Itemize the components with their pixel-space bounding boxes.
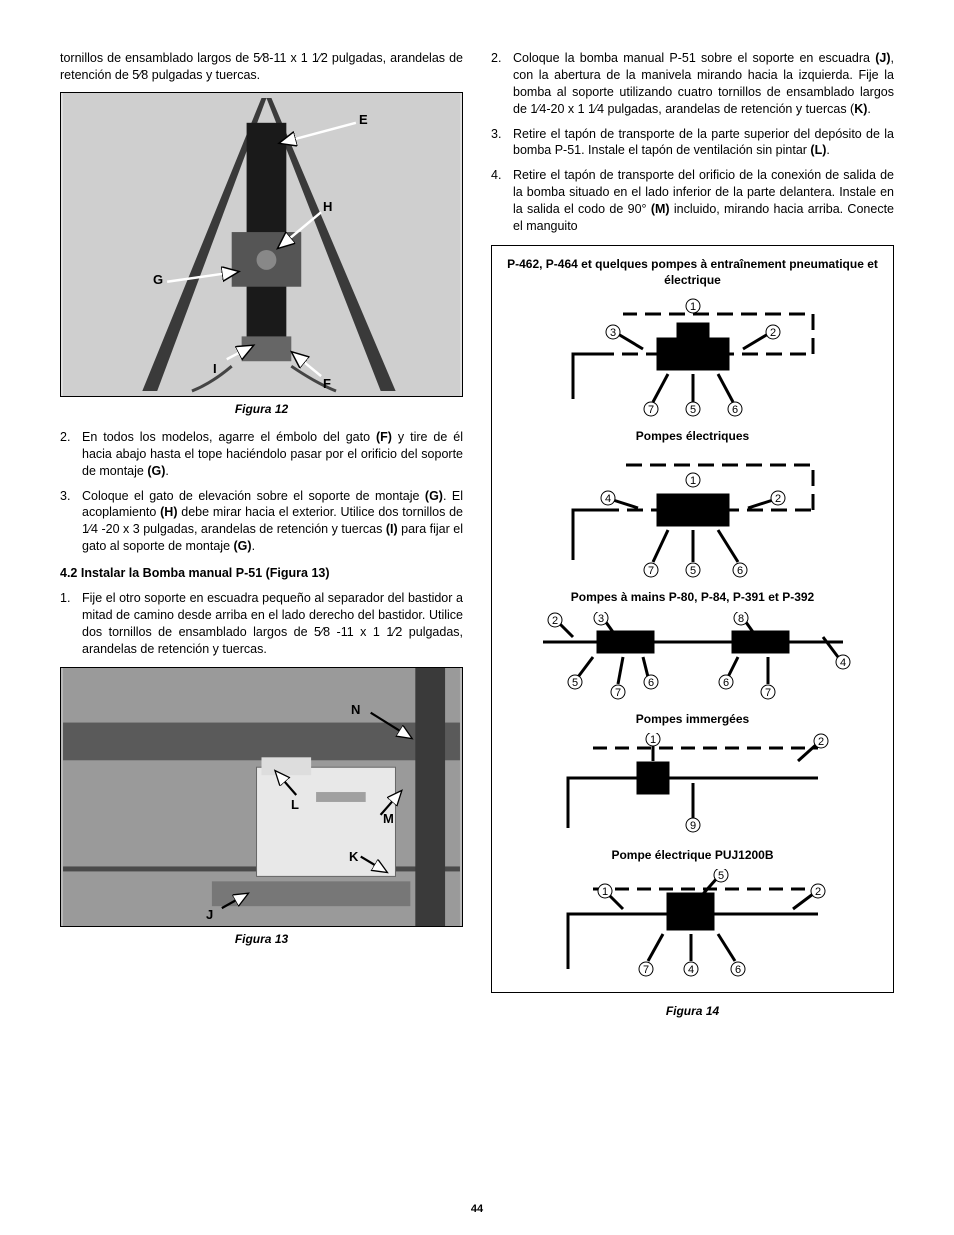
list-item: 3. Retire el tapón de transporte de la p… xyxy=(491,126,894,160)
step-body: Retire el tapón de transporte del orific… xyxy=(513,167,894,235)
svg-text:2: 2 xyxy=(814,886,820,898)
svg-text:6: 6 xyxy=(647,677,653,689)
svg-text:1: 1 xyxy=(689,301,695,313)
figure-12-photo xyxy=(61,93,462,396)
svg-text:1: 1 xyxy=(689,475,695,487)
svg-text:7: 7 xyxy=(642,964,648,976)
label-j: J xyxy=(206,906,213,924)
page-number: 44 xyxy=(0,1202,954,1217)
diagram-1: 1 3 2 7 5 6 xyxy=(543,294,843,424)
svg-text:6: 6 xyxy=(722,677,728,689)
label-g: G xyxy=(153,271,163,289)
step-num: 3. xyxy=(491,126,513,160)
svg-text:6: 6 xyxy=(731,404,737,416)
step-num: 2. xyxy=(60,429,82,480)
step-num: 3. xyxy=(60,488,82,556)
list-item: 2. Coloque la bomba manual P-51 sobre el… xyxy=(491,50,894,118)
diagram-5: 5 1 2 7 4 6 xyxy=(543,869,843,984)
label-e: E xyxy=(359,111,368,129)
svg-text:2: 2 xyxy=(769,327,775,339)
diag-title-5: Pompe électrique PUJ1200B xyxy=(498,847,887,863)
two-column-layout: tornillos de ensamblado largos de 5⁄8-11… xyxy=(60,50,894,1031)
svg-text:8: 8 xyxy=(737,613,743,625)
svg-text:5: 5 xyxy=(571,677,577,689)
list-item: 2. En todos los modelos, agarre el émbol… xyxy=(60,429,463,480)
svg-text:7: 7 xyxy=(764,687,770,699)
svg-text:2: 2 xyxy=(774,493,780,505)
section-heading-4-2: 4.2 Instalar la Bomba manual P-51 (Figur… xyxy=(60,565,463,582)
diag-title-2: Pompes électriques xyxy=(498,428,887,444)
label-i: I xyxy=(213,360,217,378)
svg-text:5: 5 xyxy=(689,565,695,577)
step-body: Fije el otro soporte en escuadra pequeño… xyxy=(82,590,463,658)
svg-text:2: 2 xyxy=(817,736,823,748)
right-column: 2. Coloque la bomba manual P-51 sobre el… xyxy=(491,50,894,1031)
svg-text:6: 6 xyxy=(736,565,742,577)
diagram-2: 1 4 2 7 5 6 xyxy=(543,450,843,585)
svg-text:6: 6 xyxy=(734,964,740,976)
step-body: Coloque el gato de elevación sobre el so… xyxy=(82,488,463,556)
step-body: En todos los modelos, agarre el émbolo d… xyxy=(82,429,463,480)
svg-text:4: 4 xyxy=(687,964,693,976)
svg-text:7: 7 xyxy=(647,404,653,416)
diagram-3: 2 3 8 5 7 6 6 7 4 xyxy=(523,612,863,707)
svg-text:3: 3 xyxy=(609,327,615,339)
step-num: 1. xyxy=(60,590,82,658)
svg-text:5: 5 xyxy=(689,404,695,416)
diagram-4: 1 2 9 xyxy=(543,733,843,843)
label-l: L xyxy=(291,796,299,814)
figure-12-caption: Figura 12 xyxy=(60,401,463,417)
step-body: Retire el tapón de transporte de la part… xyxy=(513,126,894,160)
diag-title-1: P-462, P-464 et quelques pompes à entraî… xyxy=(498,256,887,288)
diag-title-4: Pompes immergées xyxy=(498,711,887,727)
left-column: tornillos de ensamblado largos de 5⁄8-11… xyxy=(60,50,463,1031)
svg-text:4: 4 xyxy=(604,493,610,505)
svg-text:2: 2 xyxy=(551,615,557,627)
intro-paragraph: tornillos de ensamblado largos de 5⁄8-11… xyxy=(60,50,463,84)
label-k: K xyxy=(349,848,358,866)
label-n: N xyxy=(351,701,360,719)
right-steps: 2. Coloque la bomba manual P-51 sobre el… xyxy=(491,50,894,235)
svg-text:1: 1 xyxy=(601,886,607,898)
figure-13-box: N L M K J xyxy=(60,667,463,927)
list-item: 4. Retire el tapón de transporte del ori… xyxy=(491,167,894,235)
diag-title-3: Pompes à mains P-80, P-84, P-391 et P-39… xyxy=(498,589,887,605)
svg-text:7: 7 xyxy=(614,687,620,699)
figure-14-box: P-462, P-464 et quelques pompes à entraî… xyxy=(491,245,894,993)
figure-12-box: E H G I F xyxy=(60,92,463,397)
svg-text:4: 4 xyxy=(839,657,845,669)
figure-13-photo xyxy=(61,668,462,926)
svg-text:5: 5 xyxy=(717,870,723,882)
svg-text:9: 9 xyxy=(689,820,695,832)
label-h: H xyxy=(323,198,332,216)
svg-text:1: 1 xyxy=(649,734,655,746)
figure-14-caption: Figura 14 xyxy=(491,1003,894,1019)
step-num: 2. xyxy=(491,50,513,118)
step-num: 4. xyxy=(491,167,513,235)
label-m: M xyxy=(383,810,394,828)
svg-text:3: 3 xyxy=(597,613,603,625)
steps-b: 1. Fije el otro soporte en escuadra pequ… xyxy=(60,590,463,658)
svg-text:7: 7 xyxy=(647,565,653,577)
figure-13-caption: Figura 13 xyxy=(60,931,463,947)
steps-a: 2. En todos los modelos, agarre el émbol… xyxy=(60,429,463,555)
list-item: 3. Coloque el gato de elevación sobre el… xyxy=(60,488,463,556)
label-f: F xyxy=(323,375,331,393)
step-body: Coloque la bomba manual P-51 sobre el so… xyxy=(513,50,894,118)
list-item: 1. Fije el otro soporte en escuadra pequ… xyxy=(60,590,463,658)
